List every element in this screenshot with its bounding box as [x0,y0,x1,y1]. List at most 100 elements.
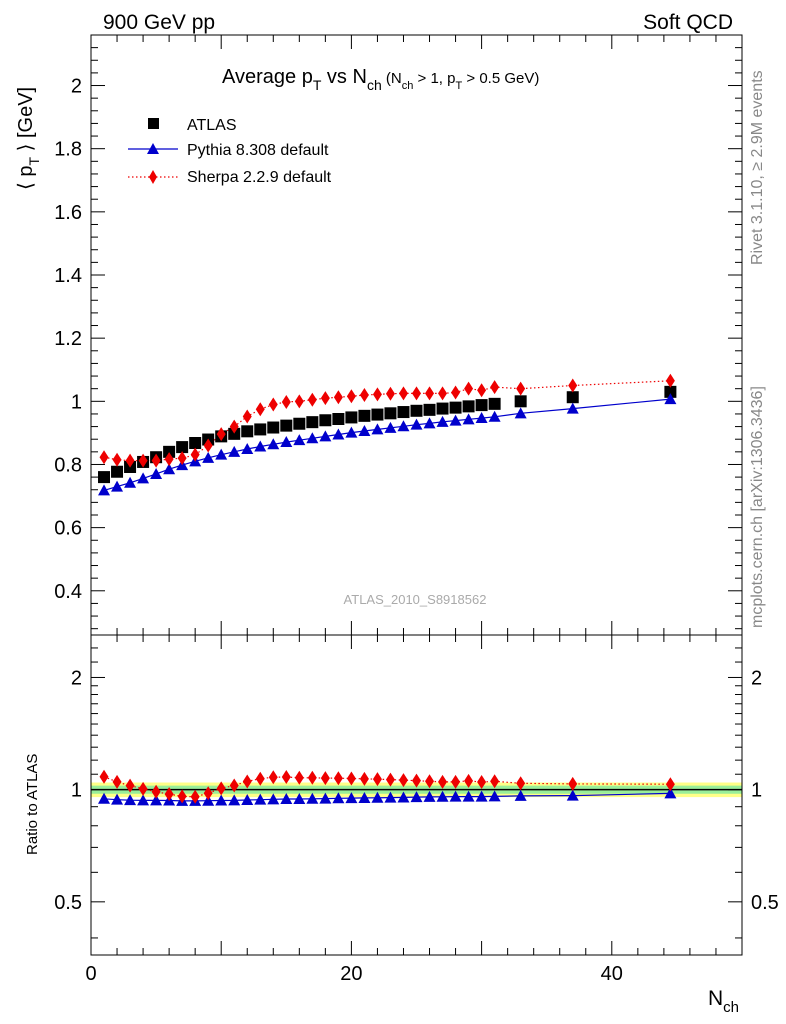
ratio-pythia-point [280,792,293,804]
ratio-pythia-point [254,793,267,805]
main-pythia-point [449,414,462,426]
ratio-sherpa-point [320,771,330,786]
main-atlas-point [514,395,527,408]
ratio-sherpa-point [294,770,304,785]
ratio-sherpa-point [268,770,278,785]
chart-title: Average pT vs Nch (Nch > 1, pT > 0.5 GeV… [222,66,539,93]
ratio-y-tick-label: 1 [71,780,82,802]
ratio-pythia-point [664,787,677,799]
main-y-tick-label: 1.6 [54,202,82,224]
main-pythia-point [514,407,527,419]
main-sherpa-point [333,390,343,405]
ratio-sherpa-point [216,781,226,796]
main-atlas-point [410,404,423,417]
ratio-sherpa-point [307,770,317,785]
main-pythia-point [319,430,332,442]
ratio-pythia-point [241,794,254,806]
main-y-tick-label: 1.4 [54,265,82,287]
main-sherpa-point [294,394,304,409]
main-sherpa-point [281,394,291,409]
ratio-sherpa-point [490,774,500,789]
main-atlas-point [98,471,111,484]
main-pythia-series-line [103,398,671,491]
main-y-tick-label: 0.6 [54,518,82,540]
legend-marker-square [148,118,159,129]
main-sherpa-point [451,385,461,400]
ratio-sherpa-point [385,772,395,787]
main-pythia-point [475,412,488,424]
main-pythia-point [436,415,449,427]
main-sherpa-point [320,391,330,406]
main-sherpa-point [490,380,500,395]
header-right-label: Soft QCD [643,11,733,34]
main-y-tick-label: 1 [71,391,82,413]
ratio-pythia-point [319,792,332,804]
ratio-pythia-series-line [103,792,671,802]
main-sherpa-point [464,381,474,396]
x-tick-label: 0 [85,963,96,985]
legend-label-sherpa: Sherpa 2.2.9 default [187,169,332,186]
ratio-pythia-point [371,791,384,803]
main-atlas-point [163,445,176,458]
main-sherpa-point [372,387,382,402]
main-atlas-point [111,465,124,478]
main-atlas-point [566,391,579,404]
ratio-sherpa-point [346,771,356,786]
ylabel-post: ⟩ [GeV] [15,87,37,157]
main-atlas-point [371,408,384,421]
ratio-pythia-point [306,792,319,804]
main-sherpa-point [665,373,675,388]
main-atlas-point [449,401,462,414]
main-pythia-point [228,445,241,457]
main-atlas-point [475,399,488,412]
ratio-pythia-point [566,789,579,801]
main-pythia-point [241,443,254,454]
main-pythia-point [410,418,423,430]
main-sherpa-point [164,452,174,467]
ratio-pythia-point [124,794,137,806]
legend-marker-triangle [147,143,159,154]
main-atlas-point [280,419,293,432]
main-pythia-point [345,426,358,438]
ratio-pythia-point [514,789,527,801]
ratio-y-axis-label: Ratio to ATLAS [24,754,41,855]
main-atlas-point [254,423,267,436]
main-sherpa-point [385,386,395,401]
ratio-pythia-point [397,791,410,803]
side-label-rivet: Rivet 3.1.10, ≥ 2.9M events [749,70,766,265]
main-sherpa-point [307,392,317,407]
main-pythia-point [306,432,319,444]
ratio-sherpa-point [665,777,675,792]
ratio-sherpa-point [412,773,421,788]
legend-entry-sherpa: Sherpa 2.2.9 default [128,169,332,186]
title-sub-t2: T [455,80,462,92]
main-sherpa-point [268,397,278,412]
x-tick-label: 40 [601,963,623,985]
main-sherpa-point [112,452,122,467]
ratio-pythia-point [475,790,488,802]
main-pythia-point [371,423,384,435]
main-y-tick-label: 0.4 [54,581,82,603]
main-pythia-point [111,480,124,492]
main-sherpa-point [346,389,356,404]
main-sherpa-point [398,386,408,401]
main-atlas-point [436,402,449,415]
ratio-pythia-point [98,792,111,804]
analysis-watermark: ATLAS_2010_S8918562 [344,592,487,607]
ratio-sherpa-point [112,774,122,789]
title-sub-t: T [313,77,322,93]
ratio-sherpa-point [425,774,435,789]
ratio-pythia-point [228,794,241,806]
ratio-sherpa-point [568,776,578,791]
legend-entry-atlas: ATLAS [148,117,237,134]
main-atlas-point [176,441,189,454]
ratio-sherpa-point [138,781,148,796]
main-y-axis-label: ⟨ pT ⟩ [GeV] [15,87,42,190]
xlabel-sub: ch [723,999,739,1016]
main-sherpa-point [438,386,448,401]
ratio-sherpa-point [229,778,239,793]
main-pythia-point [462,413,475,425]
main-pythia-point [488,410,501,422]
main-pythia-point [202,451,215,463]
